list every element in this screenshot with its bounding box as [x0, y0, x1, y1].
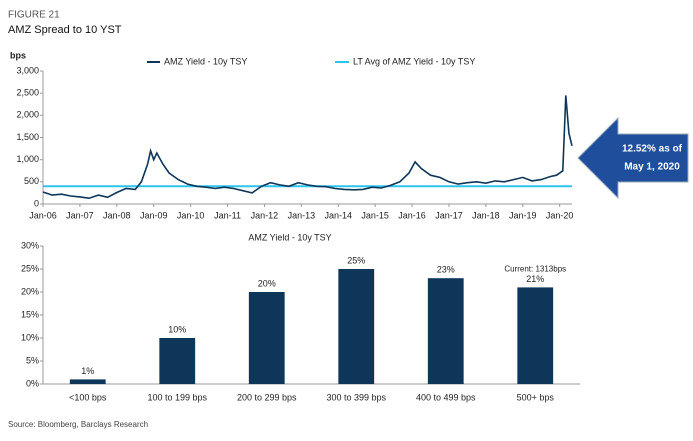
value-label: 21% — [526, 274, 544, 284]
x-tick-label: <100 bps — [69, 392, 107, 402]
x-tick-label: Jan-07 — [66, 210, 94, 220]
x-tick-label: Jan-13 — [288, 210, 316, 220]
annotation-arrow — [577, 116, 689, 200]
bar — [338, 269, 375, 384]
value-label: 10% — [168, 324, 186, 334]
bar — [248, 292, 285, 384]
annotation: Current: 1313bps — [504, 265, 566, 274]
x-tick-label: Jan-08 — [103, 210, 131, 220]
figure-title: AMZ Spread to 10 YST — [8, 24, 122, 36]
x-tick-label: 500+ bps — [517, 392, 555, 402]
y-axis-label: bps — [10, 50, 26, 60]
bar — [159, 338, 196, 384]
data-line — [42, 95, 573, 200]
source: Source: Bloomberg, Barclays Research — [8, 420, 148, 429]
y-tick-label: 10% — [21, 332, 39, 342]
value-label: 1% — [81, 366, 94, 376]
x-tick-label: Jan-19 — [509, 210, 537, 220]
x-tick-label: Jan-20 — [546, 210, 574, 220]
value-label: 23% — [437, 265, 455, 275]
figure-number: FIGURE 21 — [8, 10, 60, 21]
x-tick-label: Jan-10 — [177, 210, 205, 220]
chart-title: AMZ Yield - 10y TSY — [248, 232, 331, 242]
x-tick-label: Jan-16 — [398, 210, 426, 220]
bar — [517, 287, 554, 384]
annotation: May 1, 2020 — [624, 162, 680, 173]
y-tick-label: 2,000 — [16, 110, 39, 120]
x-tick-label: 400 to 499 bps — [416, 392, 476, 402]
y-tick-label: 25% — [21, 263, 39, 273]
bar — [427, 278, 464, 384]
y-tick-label: 1,000 — [16, 154, 39, 164]
x-tick-label: Jan-18 — [472, 210, 500, 220]
x-tick-label: Jan-17 — [435, 210, 463, 220]
y-tick-label: 0% — [26, 378, 39, 388]
legend-label: LT Avg of AMZ Yield - 10y TSY — [353, 56, 475, 66]
x-tick-label: Jan-12 — [251, 210, 279, 220]
y-tick-label: 30% — [21, 240, 39, 250]
x-tick-label: Jan-15 — [361, 210, 389, 220]
y-tick-label: 500 — [24, 176, 39, 186]
y-tick-label: 20% — [21, 286, 39, 296]
annotation: 12.52% as of — [622, 144, 683, 155]
x-tick-label: 100 to 199 bps — [147, 392, 207, 402]
x-tick-label: Jan-06 — [29, 210, 57, 220]
y-tick-label: 1,500 — [16, 132, 39, 142]
y-tick-label: 5% — [26, 355, 39, 365]
legend-label: AMZ Yield - 10y TSY — [164, 56, 247, 66]
x-tick-label: 200 to 299 bps — [237, 392, 297, 402]
y-tick-label: 2,500 — [16, 88, 39, 98]
x-tick-label: 300 to 399 bps — [326, 392, 386, 402]
x-tick-label: Jan-11 — [214, 210, 241, 220]
x-tick-label: Jan-14 — [324, 210, 352, 220]
y-tick-label: 15% — [21, 309, 39, 319]
value-label: 20% — [258, 278, 276, 288]
y-tick-label: 3,000 — [16, 65, 39, 75]
value-label: 25% — [347, 255, 365, 265]
bar — [69, 379, 106, 384]
y-tick-label: 0 — [34, 198, 39, 208]
x-tick-label: Jan-09 — [140, 210, 168, 220]
